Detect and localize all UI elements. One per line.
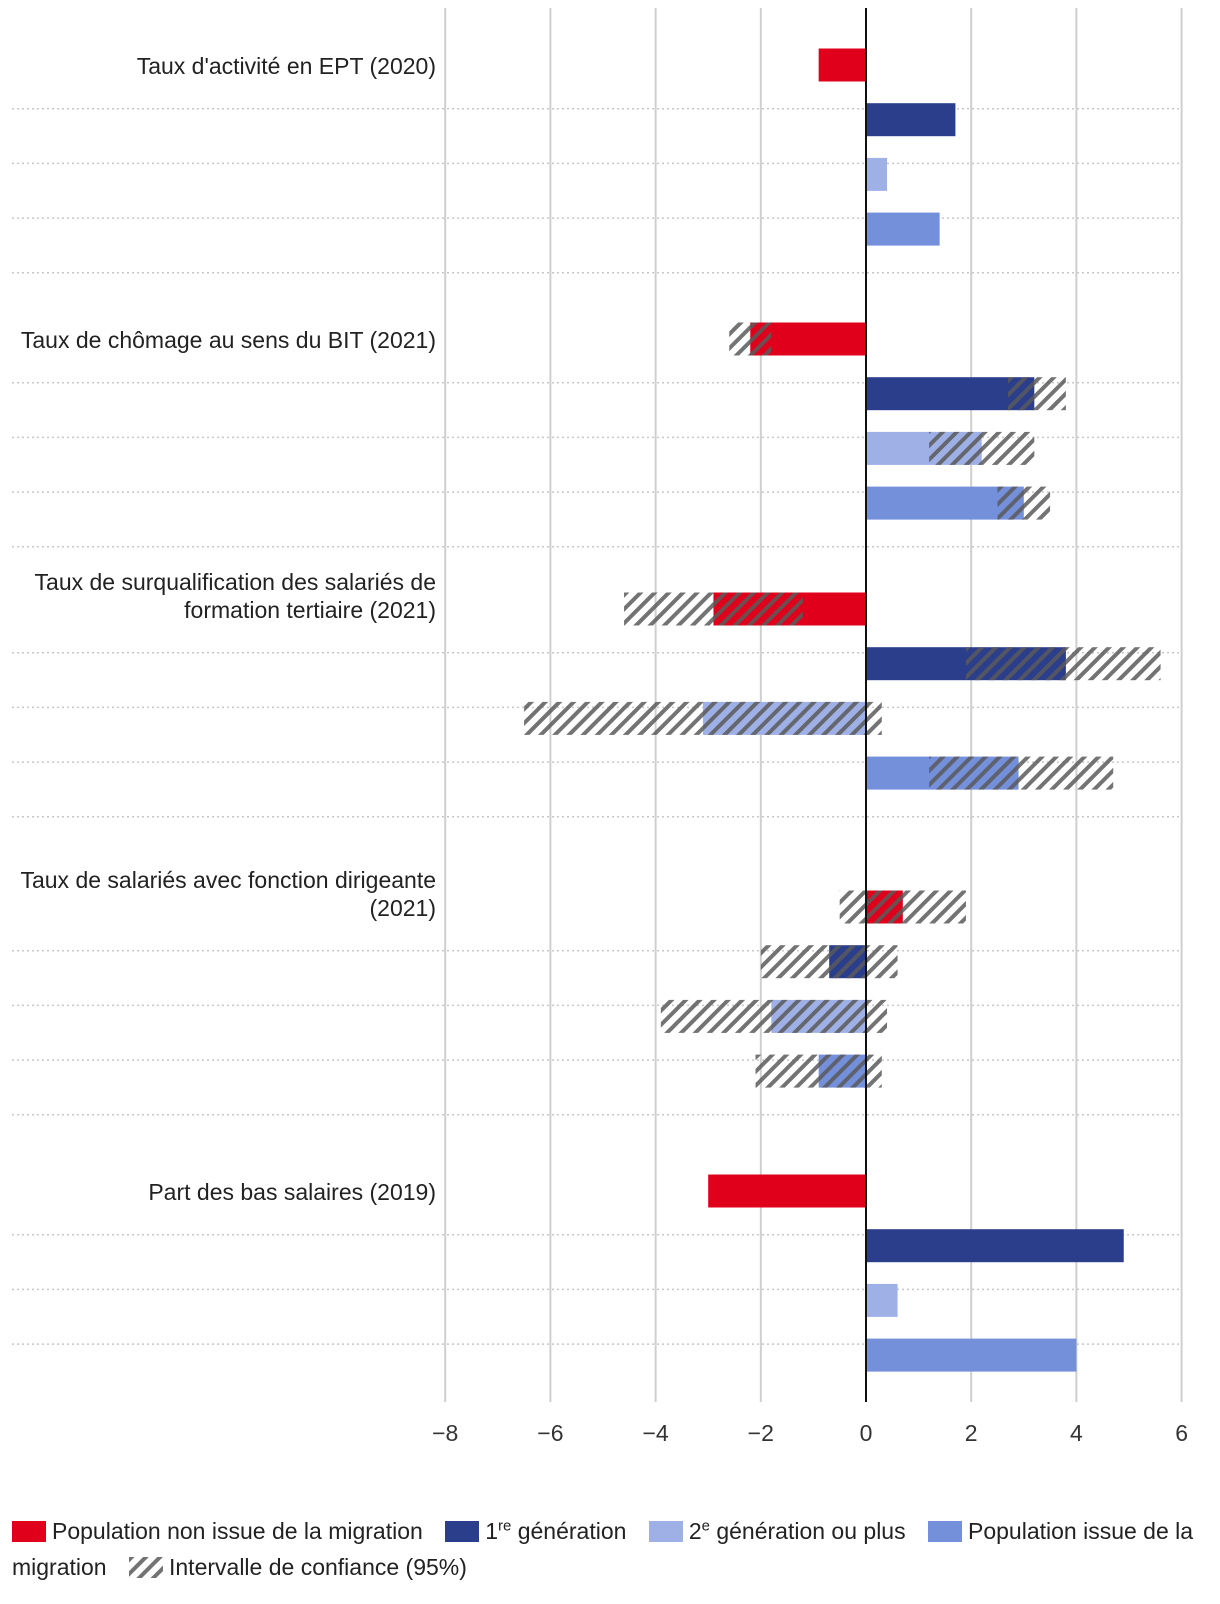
legend-label-gen1: 1re génération bbox=[485, 1517, 627, 1544]
bars bbox=[524, 48, 1161, 1372]
ci-gen2 bbox=[660, 999, 888, 1033]
x-tick-label: 4 bbox=[1070, 1420, 1083, 1446]
legend-swatch-gen1 bbox=[445, 1520, 480, 1542]
legend-item-ci: Intervalle de confiance (95%) bbox=[129, 1554, 467, 1580]
legend-label-ci: Intervalle de confiance (95%) bbox=[169, 1553, 467, 1580]
legend-item-gen2: 2e génération ou plus bbox=[648, 1517, 906, 1544]
bar-migration bbox=[866, 212, 940, 246]
ci-non_migration bbox=[839, 890, 966, 924]
bar-non_migration bbox=[708, 1174, 866, 1208]
category-label-line: formation tertiaire (2021) bbox=[184, 597, 436, 623]
legend-label-gen2: 2e génération ou plus bbox=[688, 1517, 906, 1544]
bar-gen2 bbox=[866, 157, 888, 191]
ci-gen1 bbox=[1008, 377, 1066, 411]
legend-swatch-non-migration bbox=[12, 1520, 46, 1542]
category-label-line: Taux d'activité en EPT (2020) bbox=[136, 53, 436, 79]
x-tick-label: 2 bbox=[965, 1420, 978, 1446]
x-tick-label: 6 bbox=[1175, 1420, 1188, 1446]
legend-swatch-migration bbox=[928, 1520, 962, 1542]
category-label-line: Taux de chômage au sens du BIT (2021) bbox=[20, 327, 436, 353]
ci-migration bbox=[929, 756, 1114, 790]
legend-item-non-migration: Population non issue de la migration bbox=[12, 1518, 423, 1544]
ci-gen1 bbox=[760, 945, 898, 979]
x-tick-label: −8 bbox=[432, 1420, 458, 1446]
category-label-line: Taux de surqualification des salariés de bbox=[34, 569, 436, 595]
ci-non_migration bbox=[624, 592, 803, 626]
legend-swatch-ci bbox=[129, 1556, 163, 1578]
category-label: Taux de salariés avec fonction dirigeant… bbox=[0, 866, 436, 922]
ci-migration bbox=[755, 1054, 882, 1088]
x-tick-label: −6 bbox=[537, 1420, 563, 1446]
ci-non_migration bbox=[729, 322, 772, 356]
bar-gen1 bbox=[866, 377, 1035, 411]
x-axis: −8 −6 −4 −2 0 2 4 6 bbox=[432, 8, 1188, 1446]
category-label-line: (2021) bbox=[369, 895, 436, 921]
x-tick-label: −2 bbox=[748, 1420, 774, 1446]
legend-label-migration: Population issue de la migration bbox=[12, 1517, 1194, 1580]
ci-gen2 bbox=[524, 701, 882, 735]
ci-migration bbox=[997, 486, 1051, 520]
category-label: Taux de chômage au sens du BIT (2021) bbox=[0, 326, 436, 354]
category-label-line: Taux de salariés avec fonction dirigeant… bbox=[20, 867, 436, 893]
legend-label-non-migration: Population non issue de la migration bbox=[52, 1517, 423, 1544]
legend-item-migration: Population issue de la migration bbox=[12, 1518, 1193, 1580]
x-tick-label: 0 bbox=[860, 1420, 873, 1446]
ci-gen1 bbox=[965, 647, 1161, 681]
legend-swatch-gen2 bbox=[648, 1520, 683, 1542]
legend-item-gen1: 1re génération bbox=[445, 1517, 627, 1544]
bar-gen1 bbox=[866, 1229, 1124, 1263]
bar-non_migration bbox=[818, 48, 866, 82]
category-label: Taux d'activité en EPT (2020) bbox=[0, 52, 436, 80]
x-tick-label: −4 bbox=[642, 1420, 668, 1446]
category-label-line: Part des bas salaires (2019) bbox=[148, 1179, 436, 1205]
legend: Population non issue de la migration 1re… bbox=[12, 1508, 1212, 1585]
bar-gen1 bbox=[866, 103, 956, 137]
ci-gen2 bbox=[929, 431, 1035, 465]
category-label: Part des bas salaires (2019) bbox=[0, 1178, 436, 1206]
category-label: Taux de surqualification des salariés de… bbox=[0, 568, 436, 624]
bar-gen2 bbox=[866, 1283, 898, 1317]
bar-migration bbox=[866, 1338, 1077, 1372]
